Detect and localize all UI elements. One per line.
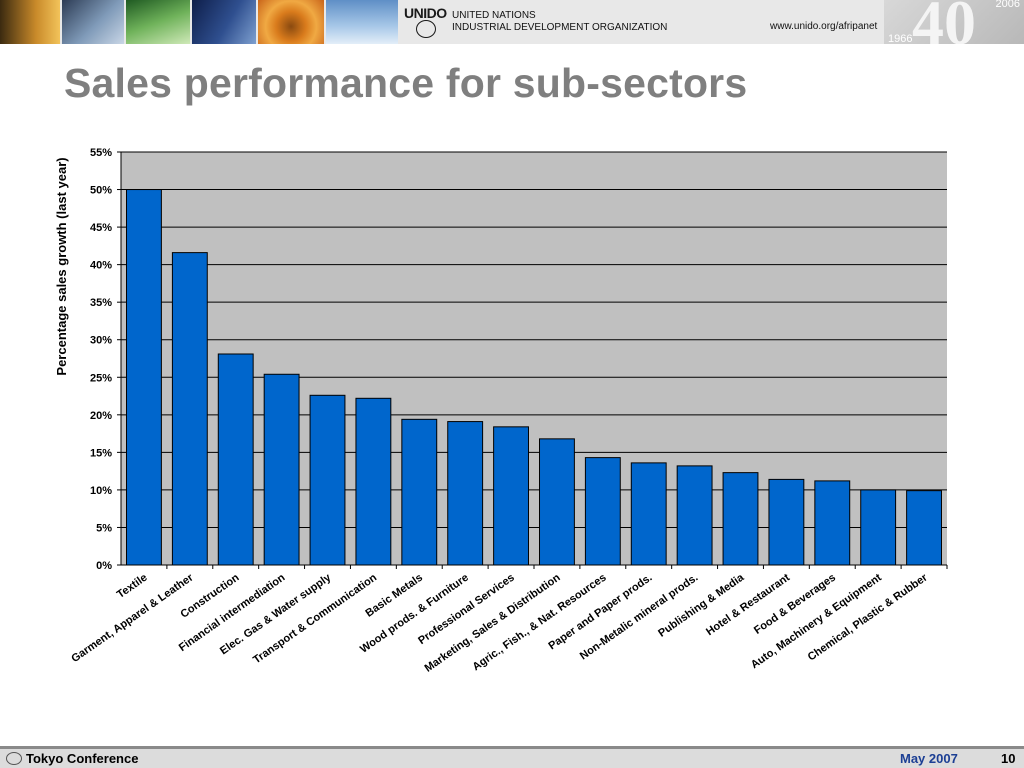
y-tick-label: 45%: [90, 222, 112, 234]
header-photo-water-icon: [192, 0, 256, 44]
bar: [309, 394, 346, 566]
y-tick-label: 20%: [90, 410, 112, 422]
plot-area: [121, 152, 947, 565]
bar: [722, 472, 759, 566]
x-category-label: Publishing & Media: [656, 571, 747, 640]
bar-chart: 0% 5% 10% 15% 20% 25% 30% 35% 40% 45% 50% 55% Texti…: [54, 147, 948, 675]
anniversary-year-start: 1966: [888, 33, 913, 44]
bar: [584, 457, 621, 566]
y-tick-label: 40%: [90, 260, 112, 272]
x-category-label: Textile: [115, 572, 150, 601]
y-tick-label: 55%: [90, 147, 112, 159]
bar: [814, 480, 851, 566]
conference-name: Tokyo Conference: [26, 751, 139, 766]
x-category-label: Hotel & Restaurant: [704, 571, 792, 638]
header-photo-sunflower-icon: [258, 0, 324, 44]
un-emblem-icon: [416, 20, 436, 38]
bar: [401, 418, 438, 566]
org-name-line1: UNITED NATIONS: [452, 10, 536, 21]
bar: [906, 490, 942, 566]
header-banner: UNIDO UNITED NATIONS INDUSTRIAL DEVELOPM…: [0, 0, 1024, 44]
bar: [126, 189, 162, 566]
bar: [768, 478, 805, 566]
y-tick-label: 10%: [90, 485, 112, 497]
header-photo-person-icon: [0, 0, 60, 44]
footer-divider: [0, 746, 1024, 749]
gridlines: [121, 151, 947, 528]
footer-un-emblem-icon: [6, 752, 22, 765]
bar: [447, 421, 484, 566]
y-tick-label: 25%: [90, 372, 112, 384]
bars: [126, 189, 942, 566]
bar: [860, 489, 897, 566]
organization-name: UNITED NATIONS INDUSTRIAL DEVELOPMENT OR…: [452, 10, 667, 34]
unido-logo: UNIDO: [404, 5, 448, 38]
slide-title: Sales performance for sub-sectors: [64, 60, 748, 106]
bar: [630, 462, 667, 566]
y-tick-label: 0%: [96, 560, 112, 572]
y-tick-label: 5%: [96, 522, 112, 534]
y-axis-ticks: 0% 5% 10% 15% 20% 25% 30% 35% 40% 45% 50% 55%: [90, 147, 121, 572]
x-category-label: Food & Beverages: [752, 572, 838, 637]
footer: Tokyo Conference May 2007 10: [0, 749, 1024, 768]
bar: [355, 397, 392, 566]
anniversary-number: 40: [912, 0, 976, 44]
y-axis-title: Percentage sales growth (last year): [54, 157, 69, 375]
y-tick-label: 35%: [90, 297, 112, 309]
y-tick-label: 15%: [90, 447, 112, 459]
bar: [493, 426, 529, 566]
org-name-line2: INDUSTRIAL DEVELOPMENT ORGANIZATION: [452, 22, 668, 33]
bar: [263, 373, 300, 566]
footer-date: May 2007: [900, 751, 958, 766]
header-photo-plant-icon: [126, 0, 190, 44]
bar: [171, 252, 208, 566]
header-photo-test-tubes-icon: [62, 0, 124, 44]
bar: [676, 465, 713, 566]
website-url: www.unido.org/afripanet: [770, 21, 878, 32]
unido-logo-text: UNIDO: [404, 5, 447, 21]
bar: [217, 353, 254, 566]
y-tick-label: 30%: [90, 335, 112, 347]
page-number: 10: [1001, 751, 1016, 766]
bar: [539, 438, 575, 566]
anniversary-year-end: 2006: [995, 0, 1020, 10]
anniversary-badge: 40 2006 1966: [884, 0, 1024, 44]
header-photo-wind-turbines-icon: [326, 0, 398, 44]
y-tick-label: 50%: [90, 185, 112, 197]
